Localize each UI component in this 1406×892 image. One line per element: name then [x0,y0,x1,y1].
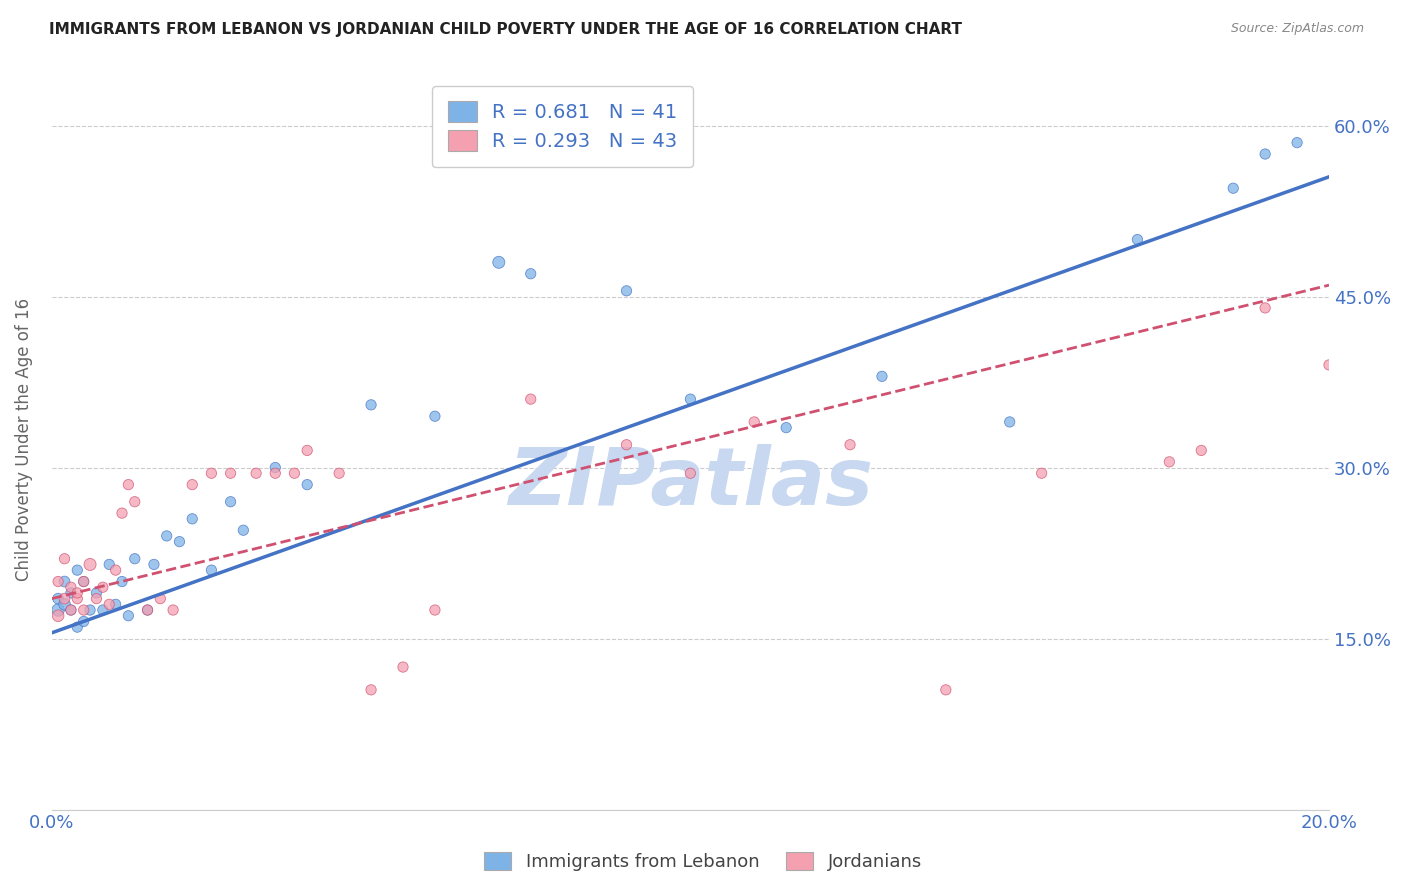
Point [219,494,242,508]
Point [870,369,893,384]
Point [360,682,382,697]
Point [616,438,638,452]
Point [124,551,146,566]
Point [79,558,101,572]
Point [66,620,89,634]
Point [66,591,89,606]
Point [1222,181,1244,195]
Point [935,682,957,697]
Point [111,506,134,520]
Point [46,603,69,617]
Point [136,603,159,617]
Point [79,603,101,617]
Point [124,494,146,508]
Point [295,443,318,458]
Point [98,558,121,572]
Point [839,438,862,452]
Point [360,398,382,412]
Point [1286,136,1309,150]
Point [181,477,204,491]
Point [1254,301,1277,315]
Point [200,467,222,481]
Point [328,467,350,481]
Point [232,523,254,537]
Point [111,574,134,589]
Point [149,591,172,606]
Legend: R = 0.681   N = 41, R = 0.293   N = 43: R = 0.681 N = 41, R = 0.293 N = 43 [432,86,693,167]
Point [59,586,82,600]
Text: ZIPatlas: ZIPatlas [508,444,873,523]
Point [104,563,127,577]
Y-axis label: Child Poverty Under the Age of 16: Child Poverty Under the Age of 16 [15,297,32,581]
Point [59,580,82,594]
Point [86,586,108,600]
Point [392,660,415,674]
Point [117,477,139,491]
Point [488,255,510,269]
Point [117,608,139,623]
Text: IMMIGRANTS FROM LEBANON VS JORDANIAN CHILD POVERTY UNDER THE AGE OF 16 CORRELATI: IMMIGRANTS FROM LEBANON VS JORDANIAN CHI… [49,22,962,37]
Point [46,591,69,606]
Point [264,460,287,475]
Point [295,477,318,491]
Point [742,415,765,429]
Point [53,598,76,612]
Point [86,591,108,606]
Point [91,580,114,594]
Point [245,467,267,481]
Point [73,574,96,589]
Point [679,392,702,406]
Legend: Immigrants from Lebanon, Jordanians: Immigrants from Lebanon, Jordanians [477,845,929,879]
Point [59,603,82,617]
Point [679,467,702,481]
Point [156,529,179,543]
Point [73,603,96,617]
Point [136,603,159,617]
Point [91,603,114,617]
Point [1254,147,1277,161]
Point [519,267,541,281]
Point [66,563,89,577]
Point [264,467,287,481]
Point [59,603,82,617]
Point [104,598,127,612]
Point [1126,233,1149,247]
Point [73,574,96,589]
Point [200,563,222,577]
Point [1031,467,1053,481]
Point [1317,358,1340,372]
Point [46,574,69,589]
Point [423,603,446,617]
Point [53,574,76,589]
Point [219,467,242,481]
Point [998,415,1021,429]
Point [169,534,191,549]
Point [616,284,638,298]
Point [423,409,446,424]
Point [53,591,76,606]
Point [66,586,89,600]
Point [46,608,69,623]
Point [162,603,184,617]
Point [283,467,305,481]
Text: Source: ZipAtlas.com: Source: ZipAtlas.com [1230,22,1364,36]
Point [519,392,541,406]
Point [73,615,96,629]
Point [98,598,121,612]
Point [53,551,76,566]
Point [775,420,797,434]
Point [1159,455,1181,469]
Point [181,512,204,526]
Point [1189,443,1212,458]
Point [142,558,165,572]
